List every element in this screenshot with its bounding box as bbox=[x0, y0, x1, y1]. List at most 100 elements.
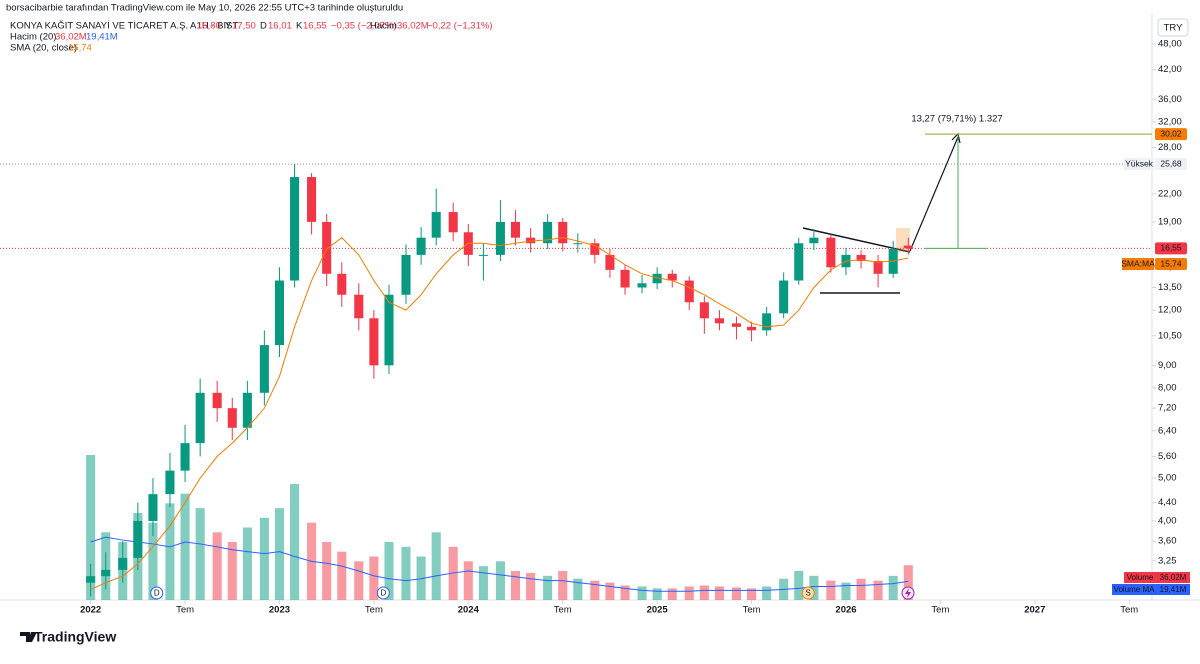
change: −0,35 (−2,07%) bbox=[331, 21, 397, 32]
volume-bar bbox=[826, 580, 836, 600]
candle-body bbox=[322, 221, 332, 274]
candle-body bbox=[290, 177, 300, 281]
volume-bar bbox=[354, 561, 364, 600]
candle-body bbox=[195, 392, 205, 444]
volume-bar bbox=[148, 522, 158, 600]
candle-body bbox=[148, 494, 158, 521]
volume-bar bbox=[259, 517, 269, 600]
volume-bar bbox=[841, 582, 851, 600]
ohlc-value: 16,80 bbox=[197, 21, 221, 32]
candle-body bbox=[384, 294, 394, 366]
credit: borsacibarbie tarafından TradingView.com… bbox=[6, 3, 403, 14]
y-tick-label: 3,60 bbox=[1158, 536, 1177, 547]
y-tick-label: 5,00 bbox=[1158, 473, 1177, 484]
volume-bar bbox=[180, 493, 190, 600]
volume-bar bbox=[86, 455, 96, 600]
candle-body bbox=[856, 254, 866, 261]
candle-body bbox=[543, 221, 553, 244]
volume-value: 36,02M bbox=[397, 21, 429, 32]
brand: TradingView bbox=[34, 629, 116, 645]
indicator-value: 15,74 bbox=[68, 43, 92, 54]
candle-body bbox=[510, 221, 521, 238]
volume-bar bbox=[667, 588, 677, 600]
y-tick-label: 5,60 bbox=[1158, 451, 1177, 462]
x-tick-label: 2022 bbox=[80, 605, 101, 616]
measure-label: 13,27 (79,71%) 1.327 bbox=[911, 114, 1002, 125]
volume-change: −0,22 (−1,31%) bbox=[427, 21, 493, 32]
y-tick-label: 4,00 bbox=[1158, 515, 1177, 526]
y-tick-label: 22,00 bbox=[1158, 188, 1182, 199]
volume-bar bbox=[322, 542, 332, 600]
candle-body bbox=[731, 323, 741, 327]
candle-body bbox=[873, 260, 883, 274]
candle-body bbox=[212, 392, 222, 409]
volume-bar bbox=[463, 561, 473, 600]
sma-tag: 15,74 bbox=[1160, 258, 1182, 268]
currency[interactable]: TRY bbox=[1164, 23, 1183, 34]
candle-body bbox=[274, 280, 285, 346]
volume-ma-name-box bbox=[1112, 584, 1156, 595]
high-tag-box bbox=[1155, 158, 1187, 171]
candle-body bbox=[747, 326, 757, 331]
candle-body bbox=[448, 212, 458, 233]
sma-name-box bbox=[1122, 258, 1154, 271]
x-tick-label: Tem bbox=[554, 605, 572, 616]
y-tick-label: 10,50 bbox=[1158, 330, 1182, 341]
candle-body bbox=[307, 177, 317, 222]
event-label[interactable]: S bbox=[806, 589, 811, 598]
candle-body bbox=[605, 254, 615, 270]
volume-bar bbox=[684, 586, 694, 600]
volume-bar bbox=[384, 542, 394, 600]
candle-body bbox=[667, 273, 677, 281]
sma-name: SMA:MA bbox=[1121, 258, 1155, 268]
volume-bar bbox=[495, 561, 505, 600]
event-marker[interactable] bbox=[376, 586, 390, 600]
candle-body bbox=[259, 345, 269, 393]
ohlc-label: D bbox=[260, 21, 267, 32]
y-tick-label: 28,00 bbox=[1158, 142, 1182, 153]
sma-tag-box bbox=[1155, 258, 1187, 271]
candle-body bbox=[809, 237, 819, 244]
candle-body bbox=[180, 443, 190, 471]
candle-body bbox=[101, 569, 111, 577]
candle-body bbox=[903, 245, 913, 249]
volume-bar bbox=[165, 503, 175, 600]
volume-bar bbox=[195, 508, 205, 600]
x-tick-label: 2027 bbox=[1024, 605, 1045, 616]
indicator-value: 19,41M bbox=[86, 32, 118, 43]
volume-bar bbox=[431, 532, 441, 600]
y-tick-label: 8,00 bbox=[1158, 382, 1177, 393]
x-tick-label: 2026 bbox=[835, 605, 856, 616]
event-label[interactable]: D bbox=[380, 589, 386, 598]
candle-body bbox=[431, 212, 441, 238]
event-marker[interactable] bbox=[150, 586, 164, 600]
currency-box[interactable] bbox=[1157, 18, 1189, 37]
y-tick-label: 6,40 bbox=[1158, 425, 1177, 436]
y-tick-label: 9,00 bbox=[1158, 360, 1177, 371]
x-tick-label: Tem bbox=[931, 605, 949, 616]
volume-bar bbox=[212, 532, 222, 600]
volume-bar bbox=[888, 575, 898, 600]
event-marker[interactable] bbox=[801, 586, 815, 600]
volume-bar bbox=[794, 571, 804, 600]
y-tick-label: 13,50 bbox=[1158, 282, 1182, 293]
candle-body bbox=[227, 408, 237, 428]
candle-body bbox=[714, 318, 724, 324]
last-price-tag: 16,55 bbox=[1160, 243, 1182, 253]
ohlc-label: A bbox=[190, 21, 197, 32]
y-tick-label: 42,00 bbox=[1158, 64, 1182, 75]
event-icon[interactable] bbox=[905, 588, 911, 598]
volume-bar bbox=[590, 580, 600, 600]
volume-bar bbox=[605, 582, 615, 600]
candle-body bbox=[652, 273, 662, 284]
candle-body bbox=[165, 470, 175, 495]
volume-ma-line bbox=[90, 536, 909, 592]
event-label[interactable]: D bbox=[154, 589, 160, 598]
candle-body bbox=[637, 283, 647, 288]
sma-line bbox=[90, 237, 909, 590]
candle-body bbox=[590, 243, 600, 255]
volume-bar bbox=[573, 578, 583, 600]
volume-label: Hacim bbox=[370, 21, 397, 32]
indicator-name: Hacim (20) bbox=[10, 32, 56, 43]
